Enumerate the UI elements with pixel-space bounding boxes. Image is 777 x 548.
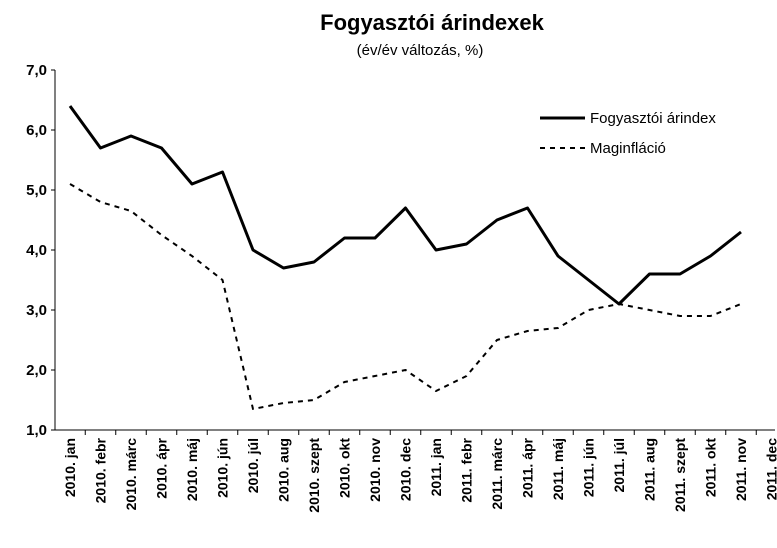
legend-label: Fogyasztói árindex — [590, 110, 716, 127]
x-tick-label: 2010. márc — [123, 438, 139, 511]
x-tick-label: 2010. nov — [367, 438, 383, 502]
x-tick-label: 2011. febr — [459, 437, 475, 502]
x-tick-label: 2011. jan — [428, 438, 444, 496]
x-tick-label: 2010. aug — [276, 438, 292, 502]
x-tick-label: 2011. szept — [672, 438, 688, 512]
x-tick-label: 2010. jún — [215, 438, 231, 498]
x-tick-label: 2011. aug — [642, 438, 658, 501]
x-tick-label: 2011. nov — [733, 438, 749, 501]
x-tick-label: 2011. ápr — [520, 437, 536, 497]
series-line — [69, 183, 742, 410]
x-tick-label: 2010. dec — [398, 438, 414, 501]
x-tick-label: 2011. dec — [764, 438, 777, 500]
x-tick-label: 2010. jan — [62, 438, 78, 497]
y-tick-label: 7,0 — [26, 62, 47, 79]
x-tick-label: 2011. jún — [581, 438, 597, 497]
y-tick-label: 3,0 — [26, 302, 47, 319]
chart-title: Fogyasztói árindexek — [320, 10, 545, 35]
x-tick-label: 2010. szept — [306, 438, 322, 513]
x-tick-label: 2010. okt — [337, 438, 353, 498]
x-tick-label: 2010. máj — [184, 438, 200, 501]
x-tick-label: 2011. márc — [489, 438, 505, 510]
x-tick-label: 2011. okt — [703, 438, 719, 497]
y-tick-label: 6,0 — [26, 122, 47, 139]
x-tick-label: 2011. máj — [550, 438, 566, 500]
y-tick-label: 4,0 — [26, 242, 47, 259]
x-tick-label: 2010. febr — [93, 437, 109, 503]
y-tick-label: 5,0 — [26, 182, 47, 199]
chart-subtitle: (év/év változás, %) — [357, 42, 484, 59]
x-tick-label: 2011. júl — [611, 438, 627, 492]
x-tick-label: 2010. júl — [245, 438, 261, 493]
legend-label: Maginfláció — [590, 140, 666, 157]
series-line — [68, 105, 742, 306]
y-tick-label: 1,0 — [26, 422, 47, 439]
x-tick-label: 2010. ápr — [154, 437, 170, 498]
y-tick-label: 2,0 — [26, 362, 47, 379]
